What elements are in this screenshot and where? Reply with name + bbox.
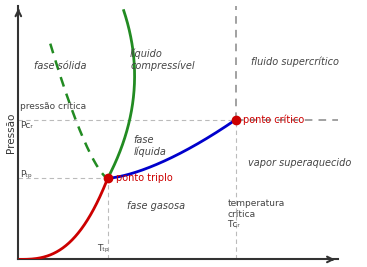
Text: fase gasosa: fase gasosa [127, 201, 185, 211]
Text: fase sólida: fase sólida [34, 61, 87, 71]
Text: líquido
compressível: líquido compressível [130, 49, 195, 71]
Text: pressão crítica: pressão crítica [20, 102, 86, 111]
Text: Pᴄᵣ: Pᴄᵣ [20, 121, 33, 130]
Text: temperatura
crítica
Tᴄᵣ: temperatura crítica Tᴄᵣ [228, 199, 285, 229]
Text: Tₜₚ: Tₜₚ [97, 244, 109, 253]
Text: vapor superaquecido: vapor superaquecido [248, 158, 352, 168]
Y-axis label: Pressão: Pressão [6, 112, 15, 153]
Text: ponto crítico: ponto crítico [243, 115, 305, 125]
Text: fluido supercrítico: fluido supercrítico [251, 56, 339, 67]
Text: Pₜₚ: Pₜₚ [20, 170, 32, 179]
Text: fase
líquida: fase líquida [133, 135, 166, 157]
Text: ponto triplo: ponto triplo [116, 173, 172, 183]
